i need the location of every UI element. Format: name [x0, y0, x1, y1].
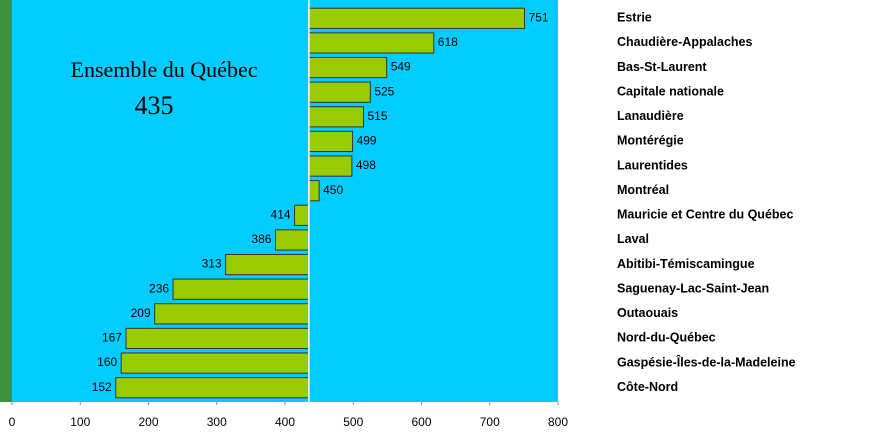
- x-tick-label: 500: [343, 415, 363, 429]
- value-label: 160: [97, 355, 117, 369]
- value-label: 499: [357, 134, 377, 148]
- bar: [308, 81, 371, 103]
- bar: [274, 229, 310, 251]
- x-tick-label: 400: [275, 415, 295, 429]
- bar: [308, 32, 435, 54]
- category-label: Saguenay-Lac-Saint-Jean: [617, 281, 769, 295]
- category-label: Bas-St-Laurent: [617, 60, 707, 74]
- category-label: Laurentides: [617, 158, 688, 172]
- value-label: 414: [271, 207, 291, 221]
- category-label: Capitale nationale: [617, 84, 724, 98]
- category-label: Montérégie: [617, 134, 684, 148]
- value-label: 515: [367, 109, 387, 123]
- bar: [308, 56, 388, 79]
- value-label: 549: [391, 60, 411, 74]
- value-label: 751: [529, 10, 549, 24]
- x-tick-label: 0: [9, 415, 16, 429]
- value-label: 450: [323, 183, 343, 197]
- value-label: 386: [251, 232, 271, 246]
- value-label: 167: [102, 331, 122, 345]
- category-label: Côte-Nord: [617, 380, 678, 394]
- bar: [308, 155, 353, 177]
- category-label: Gaspésie-Îles-de-la-Madeleine: [617, 354, 796, 369]
- category-label: Abitibi-Témiscamingue: [617, 257, 755, 271]
- bar: [308, 106, 364, 128]
- category-label: Chaudière-Appalaches: [617, 35, 753, 49]
- category-label: Laval: [617, 232, 649, 246]
- bar: [308, 130, 354, 153]
- bar: [172, 278, 310, 300]
- value-label: 152: [92, 380, 112, 394]
- value-label: 313: [202, 257, 222, 271]
- value-label: 209: [131, 306, 151, 320]
- baseline-label: 435: [135, 91, 174, 120]
- category-label: Nord-du-Québec: [617, 331, 716, 345]
- bar: [115, 377, 310, 399]
- bar: [154, 303, 310, 325]
- value-label: 525: [374, 84, 394, 98]
- bar: [225, 253, 310, 276]
- category-label: Estrie: [617, 11, 652, 25]
- category-label: Lanaudière: [617, 109, 684, 123]
- value-label: 236: [149, 281, 169, 295]
- category-label: Mauricie et Centre du Québec: [617, 208, 793, 222]
- bar: [308, 180, 320, 202]
- x-tick-label: 800: [548, 415, 568, 429]
- bar: [120, 352, 310, 374]
- category-label: Montréal: [617, 183, 669, 197]
- bar: [308, 7, 526, 29]
- x-tick-label: 300: [207, 415, 227, 429]
- bar: [125, 327, 310, 350]
- value-label: 618: [438, 35, 458, 49]
- x-tick-label: 700: [480, 415, 500, 429]
- annotation: Ensemble du Québec: [71, 57, 258, 82]
- x-tick-label: 200: [138, 415, 158, 429]
- category-label: Outaouais: [617, 306, 678, 320]
- x-tick-label: 600: [411, 415, 431, 429]
- bar: [294, 204, 310, 226]
- x-tick-label: 100: [70, 415, 90, 429]
- value-label: 498: [356, 158, 376, 172]
- side-decoration: [0, 0, 12, 402]
